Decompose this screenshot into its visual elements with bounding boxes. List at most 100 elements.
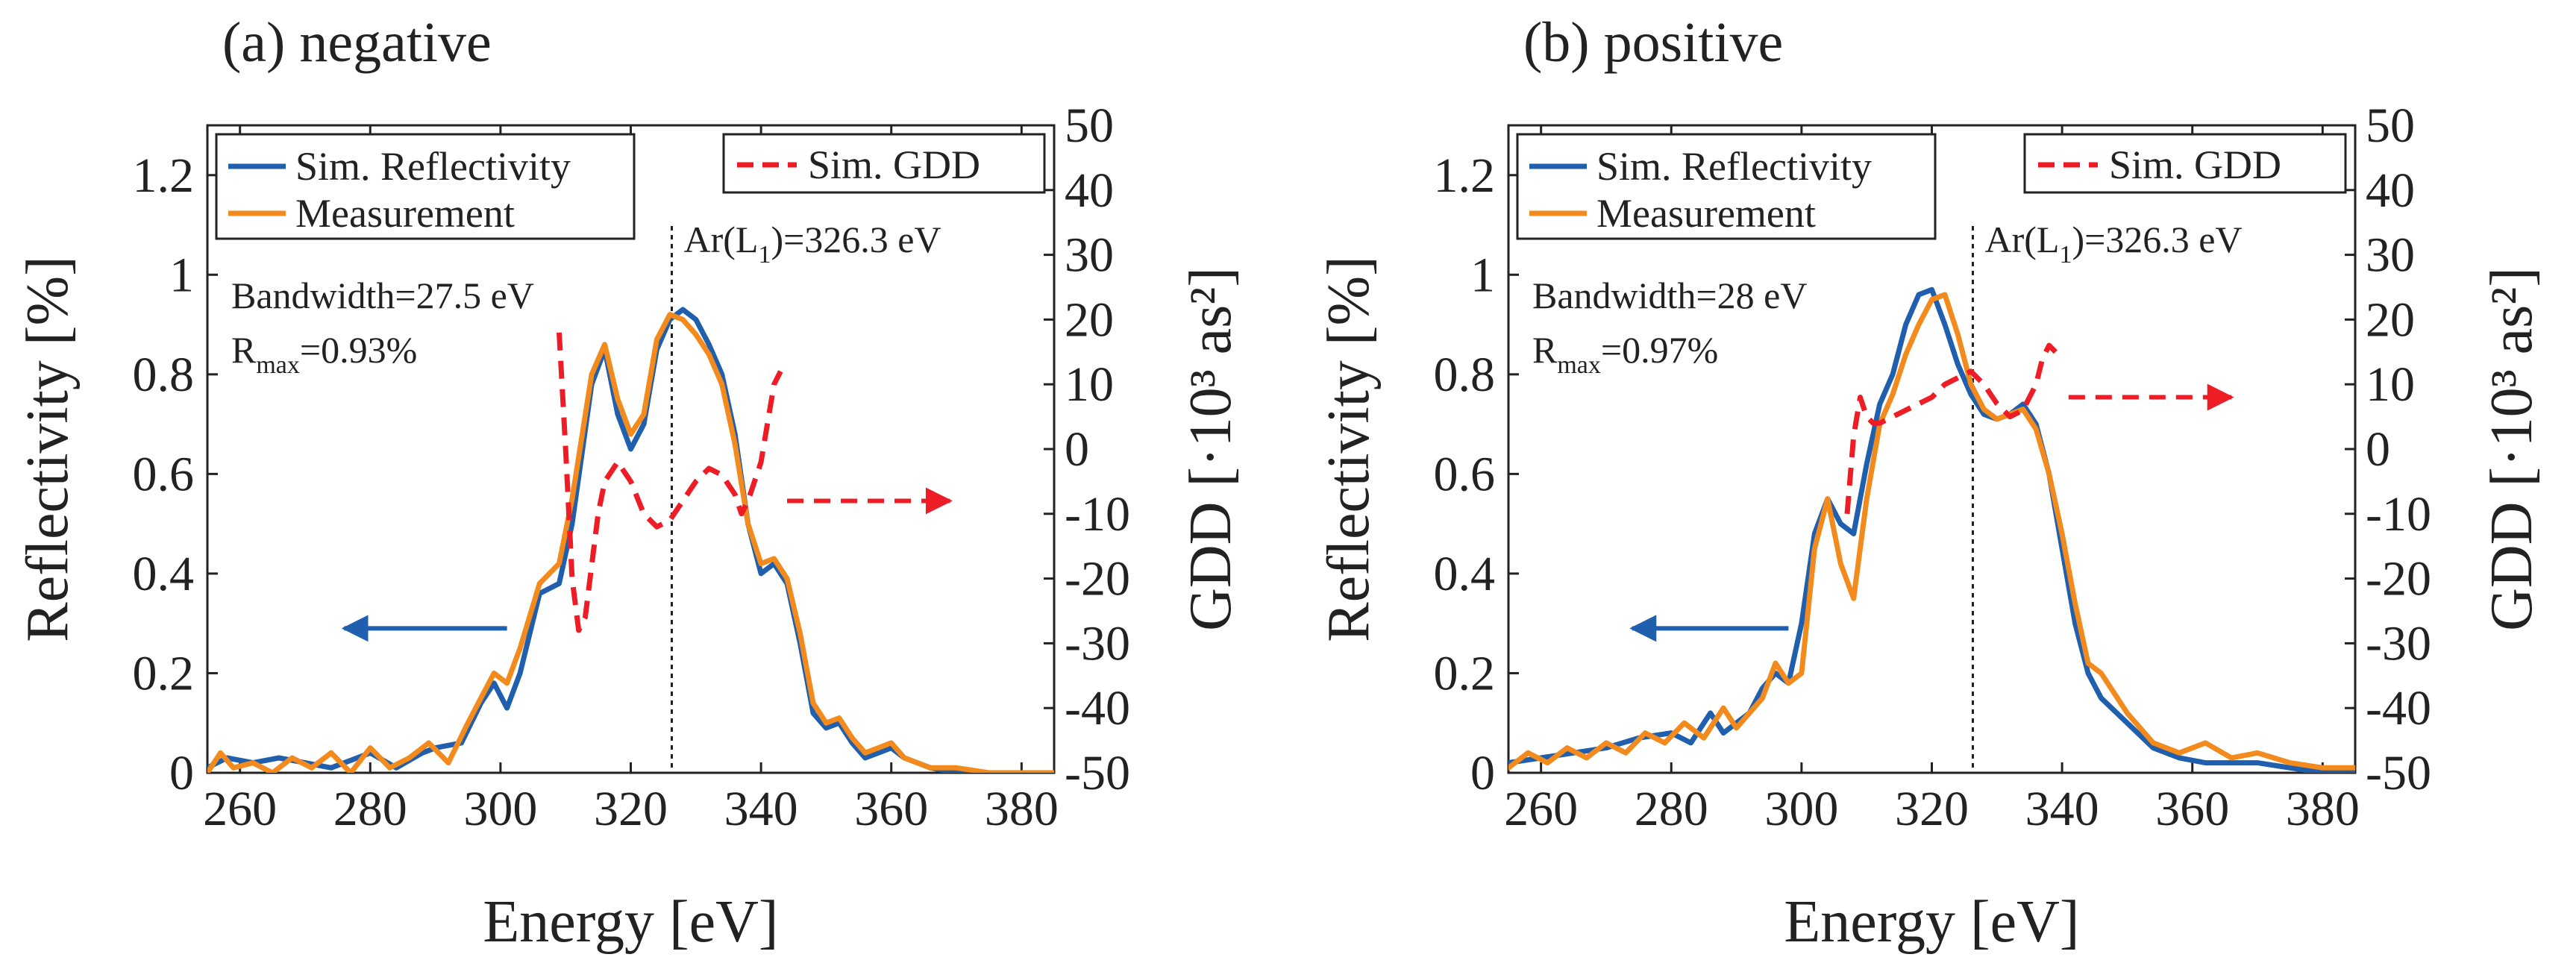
- legend-right: Sim. GDD: [2023, 133, 2347, 194]
- x-tick-label: 260: [1504, 782, 1578, 836]
- series-line-measurement: [207, 312, 1054, 773]
- series-line-sim-reflectivity: [1508, 286, 2355, 773]
- y2-axis-label: GDD [·10³ as²]: [1178, 267, 1244, 631]
- series-line-sim-gdd: [557, 332, 783, 633]
- series-line-measurement: [1508, 292, 2355, 771]
- y2-tick-label: 20: [2366, 292, 2415, 347]
- y2-tick-label: -50: [2366, 746, 2431, 800]
- edge-label-post: )=326.3 eV: [771, 219, 941, 260]
- y-tick-label: 1: [1470, 248, 1495, 302]
- series-group: [1508, 286, 2355, 773]
- y2-tick-label: 0: [2366, 422, 2390, 477]
- y2-tick-label: -20: [1065, 552, 1130, 606]
- legend-label-reflectivity: Sim. Reflectivity: [295, 144, 571, 189]
- series-group: [207, 307, 1054, 773]
- x-tick-label: 340: [2025, 782, 2099, 836]
- x-tick-label: 360: [854, 782, 928, 836]
- rmax-value: =0.97%: [1601, 329, 1718, 371]
- y2-tick-label: -30: [2366, 616, 2431, 671]
- panel-title: (a) negative: [222, 11, 492, 74]
- x-axis-label: Energy [eV]: [1784, 889, 2079, 955]
- y2-tick-label: 50: [1065, 98, 1114, 153]
- y2-tick-label: 40: [2366, 163, 2415, 218]
- x-tick-label: 340: [724, 782, 798, 836]
- y-tick-label: 0.8: [1434, 348, 1496, 402]
- y2-tick-label: -30: [1065, 616, 1130, 671]
- legend-right: Sim. GDD: [722, 133, 1046, 194]
- y-tick-label: 0.6: [1434, 447, 1496, 501]
- rmax-annotation: Rmax=0.93%: [231, 329, 417, 379]
- y2-tick-label: 10: [2366, 357, 2415, 412]
- x-tick-label: 380: [985, 782, 1059, 836]
- y-tick-label: 0: [1470, 746, 1495, 800]
- edge-label-post: )=326.3 eV: [2072, 219, 2242, 260]
- y-tick-label: 1: [169, 248, 194, 302]
- y-tick-label: 0.2: [1434, 646, 1496, 700]
- edge-label: Ar(L1)=326.3 eV: [1985, 219, 2243, 269]
- y-tick-label: 0: [169, 746, 194, 800]
- x-tick-label: 320: [594, 782, 668, 836]
- legend-label-gdd: Sim. GDD: [2109, 142, 2281, 187]
- y-tick-label: 0.8: [133, 348, 195, 402]
- x-tick-label: 280: [333, 782, 407, 836]
- y2-tick-label: 20: [1065, 292, 1114, 347]
- rmax-subscript: max: [1557, 351, 1601, 379]
- x-axis-label: Energy [eV]: [483, 889, 778, 955]
- y2-tick-label: -40: [1065, 681, 1130, 736]
- rmax-symbol: R: [231, 329, 257, 371]
- y-tick-label: 0.4: [1434, 547, 1496, 601]
- y2-tick-label: 40: [1065, 163, 1114, 218]
- x-tick-label: 260: [203, 782, 277, 836]
- y2-axis-label: GDD [·10³ as²]: [2479, 267, 2545, 631]
- legend-box: [215, 133, 636, 240]
- x-tick-label: 320: [1895, 782, 1969, 836]
- x-tick-label: 300: [1764, 782, 1838, 836]
- y-axis-label: Reflectivity [%]: [1316, 256, 1382, 642]
- edge-label-pre: Ar(L: [684, 219, 759, 260]
- edge-label-sub: 1: [2059, 241, 2072, 269]
- edge-label: Ar(L1)=326.3 eV: [684, 219, 941, 269]
- x-tick-label: 360: [2155, 782, 2229, 836]
- y2-tick-label: 30: [1065, 228, 1114, 283]
- y2-tick-label: -40: [2366, 681, 2431, 736]
- y-tick-label: 0.4: [133, 547, 195, 601]
- series-line-sim-reflectivity: [207, 307, 1054, 773]
- legend-label-gdd: Sim. GDD: [808, 142, 980, 187]
- legend-box: [1516, 133, 1937, 240]
- rmax-annotation: Rmax=0.97%: [1532, 329, 1718, 379]
- y2-tick-label: -50: [1065, 746, 1130, 800]
- y-axis-label: Reflectivity [%]: [15, 256, 81, 642]
- x-tick-label: 300: [463, 782, 537, 836]
- y2-tick-label: -20: [2366, 552, 2431, 606]
- edge-label-sub: 1: [758, 241, 771, 269]
- y2-tick-label: 10: [1065, 357, 1114, 412]
- y2-tick-label: 50: [2366, 98, 2415, 153]
- y2-tick-label: -10: [1065, 487, 1130, 542]
- x-tick-label: 380: [2286, 782, 2360, 836]
- legend-box: [2023, 133, 2347, 194]
- panel-title: (b) positive: [1523, 11, 1783, 74]
- y-tick-label: 1.2: [1434, 148, 1496, 203]
- x-tick-label: 280: [1635, 782, 1708, 836]
- y-tick-label: 1.2: [133, 148, 195, 203]
- y-tick-label: 0.6: [133, 447, 195, 501]
- bandwidth-annotation: Bandwidth=28 eV: [1532, 275, 1807, 316]
- bandwidth-annotation: Bandwidth=27.5 eV: [231, 275, 534, 316]
- legend-label-measurement: Measurement: [1596, 191, 1816, 236]
- edge-label-pre: Ar(L: [1985, 219, 2060, 260]
- y2-tick-label: 0: [1065, 422, 1089, 477]
- y-tick-label: 0.2: [133, 646, 195, 700]
- series-line-sim-gdd: [1844, 342, 2058, 515]
- rmax-symbol: R: [1532, 329, 1558, 371]
- y2-tick-label: 30: [2366, 228, 2415, 283]
- legend-label-reflectivity: Sim. Reflectivity: [1596, 144, 1872, 189]
- legend-label-measurement: Measurement: [295, 191, 515, 236]
- y2-tick-label: -10: [2366, 487, 2431, 542]
- rmax-subscript: max: [256, 351, 300, 379]
